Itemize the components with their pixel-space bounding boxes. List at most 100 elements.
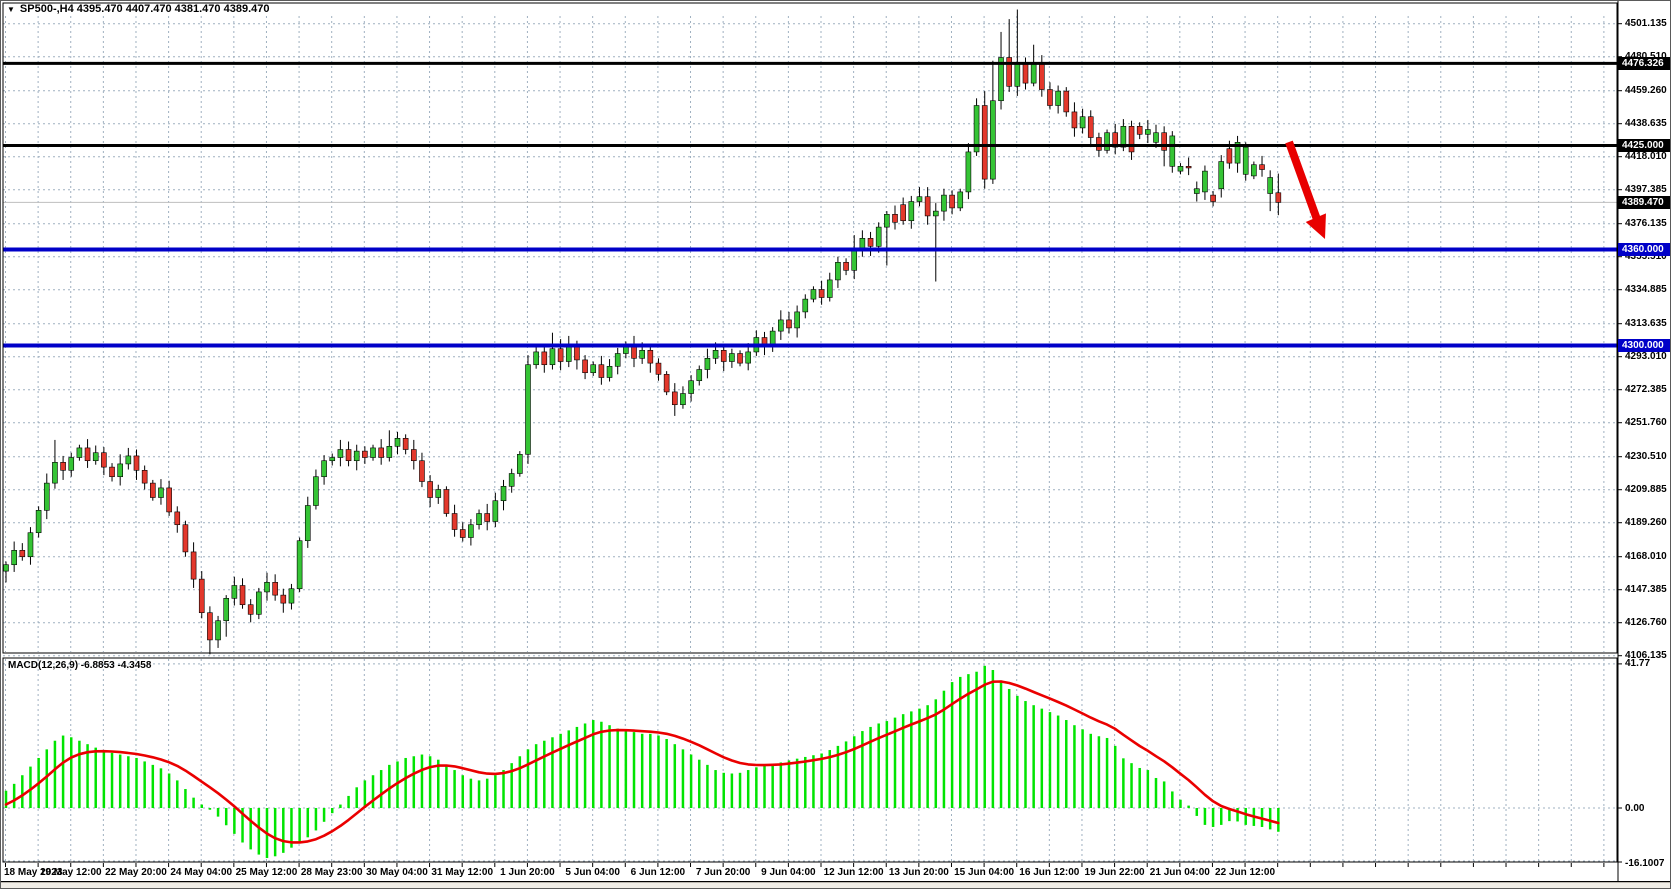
candle-bear — [818, 289, 825, 298]
candle-bear — [1128, 126, 1135, 153]
macd-histogram-bar — [1097, 736, 1101, 808]
macd-histogram-bar — [290, 808, 293, 848]
candle-bull — [851, 250, 858, 271]
candle-bear — [207, 612, 213, 641]
candle-bear — [419, 460, 425, 482]
macd-histogram-bar — [771, 763, 774, 808]
macd-histogram-bar — [877, 723, 880, 808]
macd-histogram-bar — [1073, 725, 1076, 808]
macd-histogram-bar — [388, 764, 391, 808]
macd-histogram-bar — [371, 775, 375, 808]
candle-bear — [427, 481, 433, 498]
candle-bull — [549, 348, 556, 366]
candle-bull — [875, 226, 882, 247]
macd-histogram-bar — [893, 717, 897, 808]
macd-histogram-bar — [755, 767, 758, 808]
candle-bull — [321, 460, 327, 478]
macd-histogram-bar — [918, 708, 921, 808]
macd-histogram-bar — [143, 761, 146, 808]
candle-bull — [1251, 164, 1257, 177]
candle-bull — [826, 279, 833, 298]
macd-histogram-bar — [551, 737, 554, 808]
macd-histogram-bar — [836, 745, 840, 808]
price-axis-label: 4126.760 — [1625, 617, 1667, 629]
macd-histogram-bar — [910, 711, 913, 808]
macd-histogram-bar — [1154, 777, 1158, 808]
macd-histogram-bar — [885, 721, 889, 808]
macd-histogram-bar — [273, 808, 277, 857]
macd-histogram-bar — [502, 770, 505, 808]
candle-bear — [1063, 90, 1070, 113]
candle-bull — [256, 591, 262, 615]
candle-bear — [272, 582, 278, 596]
candle-bull — [794, 311, 800, 329]
candle-bull — [778, 319, 784, 332]
time-axis-label: 18 May 2023 — [4, 867, 63, 878]
macd-histogram-bar — [1236, 808, 1239, 822]
macd-axis-label: -16.1007 — [1625, 858, 1665, 870]
macd-histogram-bar — [249, 808, 252, 850]
time-axis-label: 15 Jun 04:00 — [954, 867, 1015, 878]
macd-histogram-bar — [322, 808, 326, 822]
macd-histogram-bar — [1065, 720, 1068, 808]
candle-bull — [1169, 135, 1176, 167]
macd-histogram-bar — [1113, 745, 1117, 808]
macd-histogram-bar — [795, 758, 799, 808]
macd-histogram-bar — [518, 756, 522, 808]
time-axis-label: 25 May 12:00 — [235, 867, 298, 878]
macd-histogram-bar — [4, 790, 8, 808]
candle-bear — [451, 513, 458, 530]
candle-bull — [353, 450, 360, 462]
macd-histogram-bar — [812, 755, 815, 808]
candle-bull — [745, 351, 751, 364]
candle-bull — [43, 482, 50, 511]
macd-histogram-bar — [192, 797, 195, 808]
macd-histogram-bar — [461, 775, 464, 808]
macd-histogram-bar — [950, 682, 954, 808]
candle-bear — [1226, 148, 1233, 164]
candle-bull — [1030, 63, 1037, 84]
price-axis-label: 4355.510 — [1625, 251, 1667, 263]
macd-histogram-bar — [1187, 805, 1190, 808]
time-axis-label: 7 Jun 20:00 — [695, 867, 751, 878]
macd-histogram-bar — [428, 756, 432, 808]
candle-bull — [1218, 161, 1225, 190]
macd-histogram-bar — [12, 783, 16, 808]
candle-bear — [239, 585, 246, 606]
candle-bear — [786, 319, 792, 329]
macd-histogram-bar — [330, 808, 334, 814]
macd-pane-border — [2, 657, 1618, 863]
trend-arrow-shaft[interactable] — [1285, 140, 1323, 227]
macd-histogram-bar — [959, 676, 962, 808]
macd-histogram-bar — [861, 731, 864, 808]
macd-histogram-bar — [1268, 808, 1272, 830]
candle-bull — [1104, 132, 1110, 151]
candle-bear — [109, 466, 115, 478]
macd-histogram-bar — [526, 749, 530, 808]
macd-histogram-bar — [61, 735, 65, 808]
candle-bear — [1071, 111, 1078, 129]
candle-bull — [729, 353, 735, 362]
macd-histogram-bar — [575, 726, 579, 808]
status-strip — [1, 882, 1670, 888]
macd-histogram-bar — [632, 732, 636, 808]
trend-arrow-head[interactable] — [1305, 213, 1326, 239]
candle-bear — [924, 196, 931, 217]
macd-histogram-bar — [567, 730, 571, 808]
macd-histogram-bar — [975, 671, 978, 808]
macd-histogram-bar — [176, 780, 179, 808]
candle-bear — [843, 262, 849, 271]
macd-histogram-bar — [730, 773, 734, 808]
candle-bull — [957, 191, 964, 209]
time-axis-label: 1 Jun 20:00 — [500, 867, 555, 878]
chart-title: SP500-,H4 4395.470 4407.470 4381.470 438… — [19, 3, 270, 15]
symbol-dropdown-icon[interactable]: ▼ — [7, 4, 15, 14]
candle-bear — [459, 529, 466, 538]
macd-histogram-bar — [477, 780, 481, 808]
candle-bull — [304, 505, 311, 542]
time-axis-label: 22 Jun 12:00 — [1215, 867, 1276, 878]
candle-bull — [810, 289, 817, 300]
macd-histogram-bar — [420, 754, 424, 808]
candle-bear — [1136, 126, 1143, 135]
